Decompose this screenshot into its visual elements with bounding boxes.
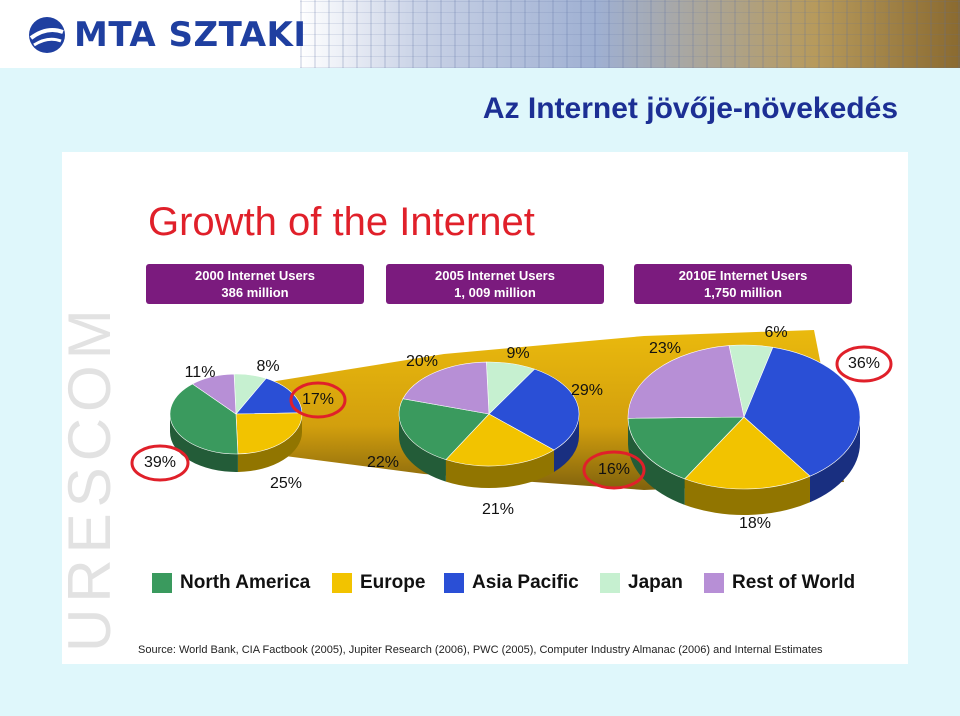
legend-item-rest-of-world: Rest of World xyxy=(704,572,855,594)
legend-item-japan: Japan xyxy=(600,572,683,594)
pie-slice-rest-of-world xyxy=(191,373,237,415)
pie-slice-rest-of-world xyxy=(627,345,745,419)
pie-1 xyxy=(398,361,580,488)
pie-chart-canvas xyxy=(130,330,893,515)
pie-slice-europe xyxy=(445,413,555,467)
pct-label-2010-japan: 6% xyxy=(764,324,788,341)
pct-label-2000-japan: 8% xyxy=(256,358,280,375)
pct-label-2010-asia-pacific: 36% xyxy=(847,355,881,372)
year-box-total: 386 million xyxy=(221,285,289,300)
legend-swatch xyxy=(704,573,724,593)
legend-label: North America xyxy=(180,572,311,593)
pie-0 xyxy=(169,373,303,472)
highlight-ring-1 xyxy=(289,381,347,419)
urescom-watermark: URESCOM xyxy=(62,303,123,652)
chart-panel: Growth of the Internet 2000 Internet Use… xyxy=(124,152,908,664)
year-box-2005: 2005 Internet Users 1, 009 million xyxy=(386,264,604,304)
source-note: Source: World Bank, CIA Factbook (2005),… xyxy=(138,644,823,656)
year-box-total: 1,750 million xyxy=(703,285,783,300)
chart-title: Growth of the Internet xyxy=(148,200,535,244)
pct-label-2010-europe: 18% xyxy=(738,515,772,532)
legend-label: Rest of World xyxy=(732,572,856,593)
year-box-heading: 2005 Internet Users xyxy=(435,268,555,283)
pct-label-2010-rest-of-world: 23% xyxy=(648,340,682,357)
pct-label-2000-north-america: 39% xyxy=(143,454,177,471)
legend-item-europe: Europe xyxy=(332,572,425,594)
legend-swatch xyxy=(600,573,620,593)
pie-slice-north-america xyxy=(627,416,745,480)
pie-side-asia-pacific xyxy=(809,417,860,503)
pie-side-north-america xyxy=(399,414,446,482)
legend-label: Asia Pacific xyxy=(472,572,579,593)
slide-title: Az Internet jövője-növekedés xyxy=(482,92,898,125)
pie-slice-asia-pacific xyxy=(488,368,580,451)
globe-logo-icon xyxy=(29,17,65,53)
highlight-ring-0 xyxy=(130,444,190,482)
legend-item-north-america: North America xyxy=(152,572,310,594)
logo-text: MTA SZTAKI xyxy=(74,15,307,55)
legend-item-asia-pacific: Asia Pacific xyxy=(444,572,579,594)
logo: MTA SZTAKI xyxy=(28,16,307,54)
slide-header: MTA SZTAKI xyxy=(0,0,960,68)
pct-label-2005-europe: 21% xyxy=(481,501,515,518)
year-box-total: 1, 009 million xyxy=(454,285,536,300)
legend-swatch xyxy=(332,573,352,593)
legend-swatch xyxy=(152,573,172,593)
pie-side-north-america xyxy=(628,418,685,505)
urescom-band: URESCOM xyxy=(56,152,124,664)
year-box-2000: 2000 Internet Users 386 million xyxy=(146,264,364,304)
highlight-ring-3 xyxy=(835,345,893,383)
pie-slice-europe xyxy=(235,412,303,455)
pie-slice-rest-of-world xyxy=(402,361,490,415)
pie-2 xyxy=(627,344,861,515)
pct-label-2000-rest-of-world: 11% xyxy=(184,364,216,381)
chart-legend: North America Europe Asia Pacific Japan … xyxy=(152,572,892,602)
pie-slice-europe xyxy=(684,416,811,490)
pct-label-2005-asia-pacific: 29% xyxy=(570,382,604,399)
pie-slice-north-america xyxy=(169,383,239,455)
year-box-heading: 2010E Internet Users xyxy=(678,268,808,283)
legend-label: Europe xyxy=(360,572,426,593)
year-box-2010e: 2010E Internet Users 1,750 million xyxy=(634,264,852,304)
year-box-heading: 2000 Internet Users xyxy=(195,268,315,283)
pie-slice-asia-pacific xyxy=(743,346,861,477)
pct-label-2005-japan: 9% xyxy=(506,345,530,362)
pie-side-asia-pacific xyxy=(553,414,579,472)
pie-side-europe xyxy=(237,414,302,472)
legend-label: Japan xyxy=(628,572,683,593)
pct-label-2000-europe: 25% xyxy=(269,475,303,492)
pct-label-2010-north-america: 16% xyxy=(597,461,631,478)
pie-side-europe xyxy=(445,449,554,488)
pct-label-2005-north-america: 22% xyxy=(366,454,400,471)
legend-swatch xyxy=(444,573,464,593)
pie-slice-north-america xyxy=(398,398,490,460)
pct-label-2005-rest-of-world: 20% xyxy=(405,353,439,370)
header-circuit-pattern xyxy=(300,0,960,68)
highlight-ring-2 xyxy=(582,450,646,490)
pct-label-2000-asia-pacific: 17% xyxy=(301,391,335,408)
